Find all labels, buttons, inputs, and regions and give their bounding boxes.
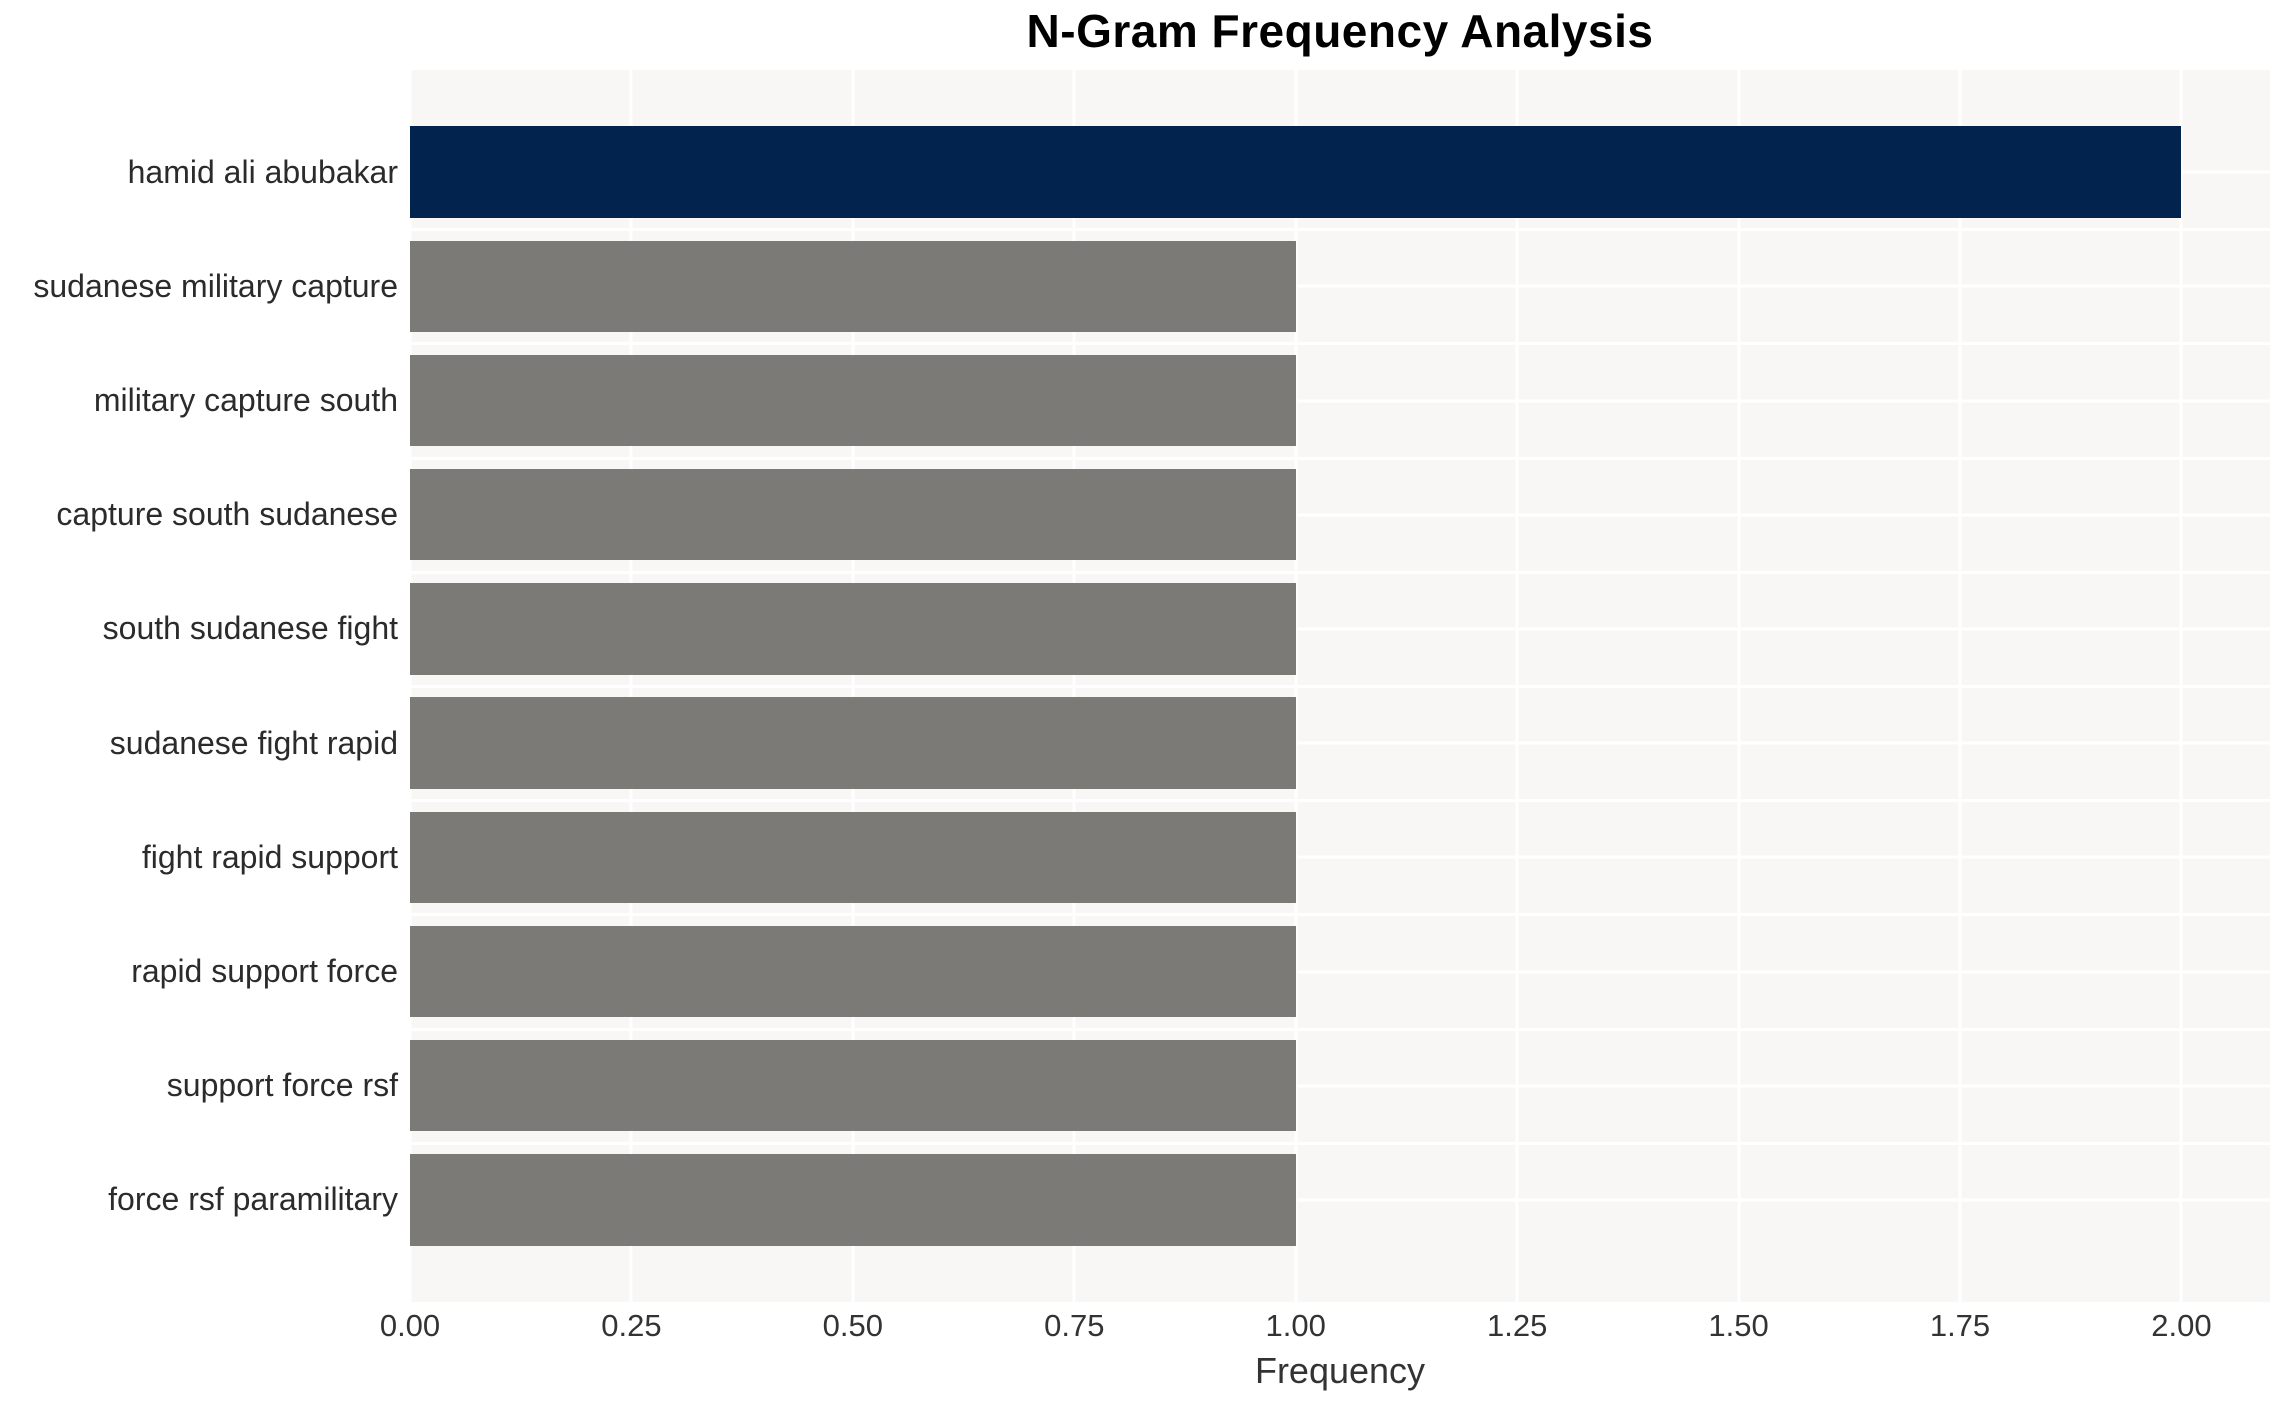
category-label: capture south sudanese bbox=[56, 496, 398, 533]
x-tick-label: 1.75 bbox=[1929, 1308, 1991, 1343]
bar bbox=[410, 583, 1296, 675]
bar-row bbox=[410, 686, 2270, 803]
y-axis-category-labels: hamid ali abubakar sudanese military capt… bbox=[0, 70, 410, 1302]
gridline-horizontal-major bbox=[410, 513, 2270, 517]
bar bbox=[410, 469, 1296, 561]
category-label: sudanese military capture bbox=[33, 267, 398, 304]
bar bbox=[410, 925, 1296, 1018]
bar-row bbox=[410, 1029, 2270, 1145]
x-tick-label: 2.00 bbox=[2151, 1308, 2212, 1343]
bar bbox=[410, 811, 1296, 903]
x-tick-label: 0.75 bbox=[1044, 1308, 1105, 1343]
bar-rows bbox=[410, 70, 2270, 1302]
category-label: south sudanese fight bbox=[102, 610, 398, 647]
gridline-horizontal-major bbox=[410, 627, 2270, 631]
gridline-horizontal-minor bbox=[410, 228, 2270, 232]
gridline-horizontal-minor bbox=[410, 456, 2270, 460]
bar-row bbox=[410, 343, 2270, 460]
bar bbox=[410, 1040, 1296, 1132]
x-tick-label: 0.25 bbox=[601, 1308, 662, 1343]
x-tick-label: 1.50 bbox=[1708, 1308, 1769, 1343]
chart-title: N-Gram Frequency Analysis bbox=[1026, 5, 1654, 57]
bar bbox=[410, 240, 1296, 332]
category-label: force rsf paramilitary bbox=[108, 1181, 398, 1218]
bar-row bbox=[410, 1143, 2270, 1257]
bar-row bbox=[410, 229, 2270, 346]
bar bbox=[410, 354, 1296, 447]
bar-row bbox=[410, 914, 2270, 1031]
gridline-horizontal-major bbox=[410, 284, 2270, 288]
bar-row bbox=[410, 115, 2270, 232]
bar bbox=[410, 126, 2182, 218]
x-tick-label: 0.00 bbox=[379, 1308, 441, 1343]
x-tick-label: 0.50 bbox=[822, 1308, 884, 1343]
bar bbox=[410, 1154, 1296, 1246]
category-label: rapid support force bbox=[131, 953, 398, 990]
category-label: fight rapid support bbox=[141, 838, 398, 875]
gridline-horizontal-major bbox=[410, 399, 2270, 402]
plot-area bbox=[408, 70, 2270, 1302]
gridline-horizontal-major bbox=[410, 1084, 2270, 1088]
x-axis-ticks: 0.00 0.25 0.50 0.75 1.00 1.25 1.50 1.75 2.00 bbox=[380, 1308, 2270, 1350]
bar-row bbox=[410, 572, 2270, 689]
gridline-horizontal-minor bbox=[410, 913, 2270, 917]
category-label: sudanese fight rapid bbox=[109, 724, 398, 761]
gridline-horizontal-major bbox=[410, 855, 2270, 859]
x-tick-label: 1.00 bbox=[1265, 1308, 1326, 1343]
gridline-horizontal-minor bbox=[410, 799, 2270, 803]
x-tick-label: 1.25 bbox=[1486, 1308, 1548, 1343]
bar-row bbox=[410, 800, 2270, 917]
category-label: hamid ali abubakar bbox=[127, 153, 398, 190]
gridline-horizontal-minor bbox=[410, 1141, 2270, 1145]
gridline-horizontal-minor bbox=[410, 1027, 2270, 1031]
gridline-horizontal-minor bbox=[410, 570, 2270, 574]
gridline-horizontal-major bbox=[410, 1198, 2270, 1202]
category-label: support force rsf bbox=[166, 1067, 398, 1104]
bar bbox=[410, 697, 1296, 789]
gridline-horizontal-minor bbox=[410, 342, 2270, 346]
gridline-horizontal-major bbox=[410, 970, 2270, 974]
bar-row bbox=[410, 458, 2270, 574]
gridline-horizontal-minor bbox=[410, 685, 2270, 689]
category-label: military capture south bbox=[93, 382, 398, 418]
x-axis-title: Frequency bbox=[1254, 1350, 1426, 1391]
gridline-horizontal-major bbox=[410, 741, 2270, 745]
